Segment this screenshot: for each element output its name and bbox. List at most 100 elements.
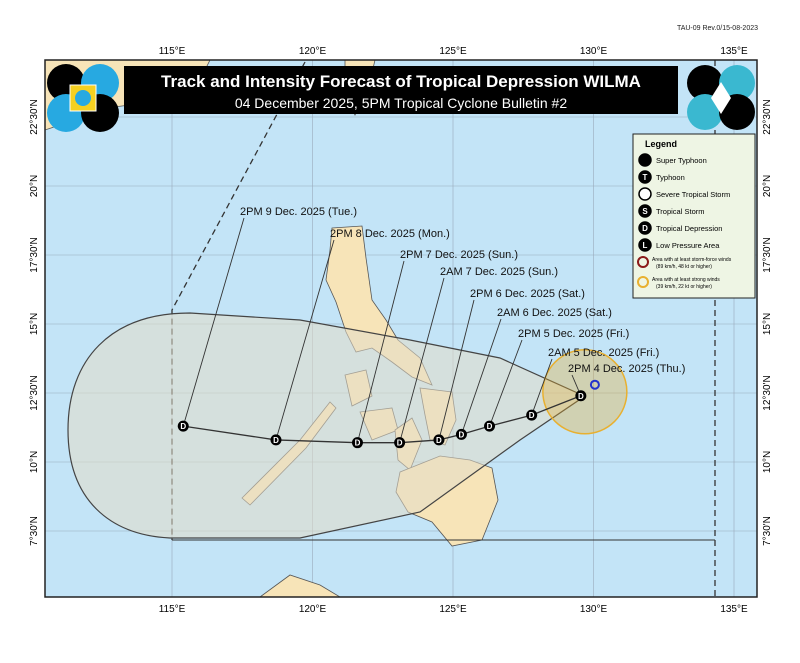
super-typhoon-icon (638, 153, 652, 167)
lat-label-left: 20°N (29, 175, 40, 197)
wind-area-icon (637, 256, 649, 268)
intensity-symbol: D (529, 411, 535, 420)
track-point: D (433, 434, 445, 446)
lat-label-right: 22°30'N (762, 99, 773, 134)
lon-label-bottom: 115°E (159, 604, 186, 615)
track-point: D (526, 409, 538, 421)
lon-label-bottom: 135°E (720, 604, 748, 615)
legend-item-label: Super Typhoon (656, 156, 707, 165)
label-leader-line (461, 318, 502, 435)
lat-label-right: 17°30'N (762, 237, 773, 272)
lon-label-bottom: 120°E (299, 604, 327, 615)
map-subtitle: 04 December 2025, 5PM Tropical Cyclone B… (235, 95, 568, 111)
track-point: D (575, 390, 587, 402)
lat-label-right: 15°N (762, 313, 773, 335)
lon-label-top: 115°E (159, 46, 186, 57)
intensity-symbol: D (180, 422, 186, 431)
map-title: Track and Intensity Forecast of Tropical… (161, 72, 641, 91)
lat-label-right: 7°30'N (762, 516, 773, 546)
forecast-time-label: 2PM 4 Dec. 2025 (Thu.) (568, 363, 685, 375)
label-leader-line (275, 239, 335, 441)
intensity-symbol: D (578, 392, 584, 401)
intensity-symbol: D (459, 430, 465, 439)
legend-item-label: Tropical Storm (656, 207, 704, 216)
wind-area-label: Area with at least storm-force winds (652, 257, 732, 263)
document-reference: TAU-09 Rev.0/15-08-2023 (676, 25, 758, 32)
legend: Legend Super Typhoon T Typhoon Severe Tropi… (632, 133, 756, 299)
lon-label-bottom: 130°E (580, 604, 608, 615)
legend-item-label: Low Pressure Area (656, 241, 720, 250)
legend-title: Legend (645, 139, 677, 149)
legend-item-label: Typhoon (656, 173, 685, 182)
label-leader-line (531, 358, 553, 416)
legend-item-label: Tropical Depression (656, 224, 722, 233)
tropical-depression-icon (526, 409, 538, 421)
lat-label-right: 20°N (762, 175, 773, 197)
symbol-D-icon (638, 221, 652, 235)
tropical-depression-icon (433, 434, 445, 446)
symbol-L-icon (638, 238, 652, 252)
wind-area-icon (637, 276, 649, 288)
wind-area-detail: (89 km/h, 48 kt or higher) (656, 264, 712, 270)
strong-wind-area (542, 349, 628, 435)
lat-label-left: 10°N (29, 451, 40, 473)
track-point: D (177, 420, 189, 432)
forecast-time-label: 2PM 6 Dec. 2025 (Sat.) (470, 288, 585, 300)
label-leader-line (438, 299, 475, 441)
forecast-time-label: 2AM 6 Dec. 2025 (Sat.) (497, 307, 612, 319)
lat-label-right: 12°30'N (762, 375, 773, 410)
track-point: D (270, 434, 282, 446)
intensity-symbol: D (436, 436, 442, 445)
symbol-letter: S (642, 207, 648, 216)
dost-logo (687, 65, 755, 130)
lat-label-left: 7°30'N (29, 516, 40, 546)
symbol-letter: L (643, 241, 648, 250)
intensity-symbol: D (487, 422, 493, 431)
forecast-time-label: 2PM 7 Dec. 2025 (Sun.) (400, 249, 518, 261)
lon-label-top: 135°E (720, 46, 748, 57)
tropical-depression-icon (270, 434, 282, 446)
title-banner: Track and Intensity Forecast of Tropical… (124, 66, 678, 114)
lat-label-left: 17°30'N (29, 237, 40, 272)
label-leader-line (357, 260, 405, 443)
lon-label-bottom: 125°E (439, 604, 467, 615)
intensity-symbol: D (355, 439, 361, 448)
lat-label-right: 10°N (762, 451, 773, 473)
forecast-time-label: 2PM 8 Dec. 2025 (Mon.) (330, 228, 450, 240)
symbol-letter: T (643, 173, 648, 182)
borneo (259, 574, 341, 597)
tropical-depression-icon (177, 420, 189, 432)
forecast-time-label: 2PM 9 Dec. 2025 (Tue.) (240, 206, 357, 218)
wind-area-detail: (39 km/h, 22 kt or higher) (656, 284, 712, 290)
tropical-depression-icon (455, 428, 467, 440)
intensity-symbol: D (273, 436, 279, 445)
severe-tropical-storm-icon (638, 187, 652, 201)
track-point: D (455, 428, 467, 440)
forecast-time-label: 2PM 5 Dec. 2025 (Fri.) (518, 328, 629, 340)
legend-item-label: Severe Tropical Storm (656, 190, 730, 199)
forecast-cone (67, 312, 583, 539)
lat-label-left: 12°30'N (29, 375, 40, 410)
track-point: D (484, 420, 496, 432)
track-point: D (394, 437, 406, 449)
symbol-T-icon (638, 170, 652, 184)
label-leader-line (399, 277, 445, 443)
map-frame (44, 59, 758, 598)
tropical-depression-icon (484, 420, 496, 432)
forecast-time-label: 2AM 5 Dec. 2025 (Fri.) (548, 347, 659, 359)
forecast-time-label: 2AM 7 Dec. 2025 (Sun.) (440, 266, 558, 278)
symbol-letter: D (642, 224, 648, 233)
lat-label-left: 22°30'N (29, 99, 40, 134)
intensity-symbol: D (397, 439, 403, 448)
lon-label-top: 125°E (439, 46, 467, 57)
symbol-S-icon (638, 204, 652, 218)
wind-area-label: Area with at least strong winds (652, 277, 720, 283)
pagasa-logo (47, 64, 119, 132)
tropical-depression-icon (394, 437, 406, 449)
lon-label-top: 120°E (299, 46, 327, 57)
label-leader-line (489, 339, 523, 427)
lon-label-top: 130°E (580, 46, 608, 57)
tropical-depression-icon (575, 390, 587, 402)
